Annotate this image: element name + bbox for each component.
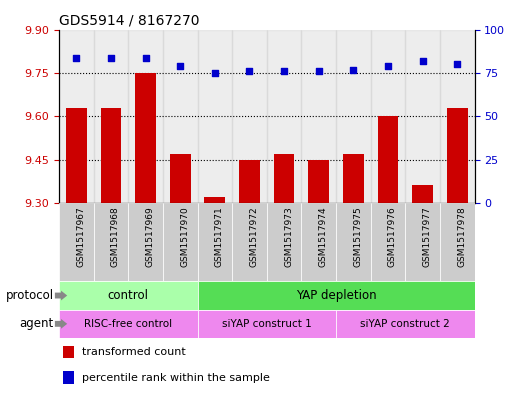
Bar [378,116,398,203]
Bar [440,30,475,203]
Point [211,70,219,76]
Text: RISC-free control: RISC-free control [84,319,172,329]
Point [107,54,115,61]
Bar [63,346,73,358]
Text: GSM1517978: GSM1517978 [457,207,466,268]
Text: YAP depletion: YAP depletion [295,289,377,302]
Text: GSM1517974: GSM1517974 [319,207,328,267]
Text: GSM1517968: GSM1517968 [111,207,120,268]
Bar [301,203,336,281]
Text: GSM1517971: GSM1517971 [215,207,224,268]
Bar [163,30,198,203]
Text: siYAP construct 1: siYAP construct 1 [222,319,311,329]
Bar [163,203,198,281]
Bar [440,203,475,281]
Point [419,58,427,64]
Point [176,63,184,69]
Text: GSM1517975: GSM1517975 [353,207,362,268]
Bar [239,160,260,203]
Bar [128,30,163,203]
Bar [343,154,364,203]
Text: GSM1517970: GSM1517970 [180,207,189,268]
Bar [198,310,336,338]
Text: control: control [108,289,149,302]
Bar [274,154,294,203]
Text: GSM1517973: GSM1517973 [284,207,293,268]
Point [72,54,81,61]
Bar [232,30,267,203]
Point [314,68,323,75]
Point [280,68,288,75]
Bar [336,30,370,203]
Point [384,63,392,69]
Bar [308,160,329,203]
Text: GSM1517977: GSM1517977 [423,207,431,268]
Point [349,66,358,73]
Bar [301,30,336,203]
Text: GSM1517969: GSM1517969 [146,207,154,268]
Text: GSM1517967: GSM1517967 [76,207,85,268]
Point [453,61,461,68]
Text: agent: agent [19,317,54,331]
Bar [405,30,440,203]
Bar [63,371,73,384]
Bar [198,203,232,281]
Bar [59,281,198,310]
Bar [267,203,301,281]
Bar [405,203,440,281]
Bar [267,30,301,203]
Point [142,54,150,61]
Bar [66,108,87,203]
Bar [198,30,232,203]
Bar [336,310,475,338]
Bar [370,30,405,203]
Bar [198,281,475,310]
Bar [336,203,370,281]
Point [245,68,253,75]
Text: GDS5914 / 8167270: GDS5914 / 8167270 [59,13,200,27]
Bar [135,73,156,203]
Text: GSM1517976: GSM1517976 [388,207,397,268]
Bar [59,30,93,203]
Bar [93,30,128,203]
Bar [170,154,191,203]
Bar [93,203,128,281]
Text: protocol: protocol [6,289,54,302]
Bar [59,203,93,281]
Bar [370,203,405,281]
Bar [101,108,121,203]
Text: transformed count: transformed count [82,347,186,357]
Bar [204,197,225,203]
Text: GSM1517972: GSM1517972 [249,207,259,267]
Bar [128,203,163,281]
Text: percentile rank within the sample: percentile rank within the sample [82,373,270,383]
Bar [447,108,467,203]
Bar [412,185,433,203]
Text: siYAP construct 2: siYAP construct 2 [361,319,450,329]
Bar [59,310,198,338]
Bar [232,203,267,281]
